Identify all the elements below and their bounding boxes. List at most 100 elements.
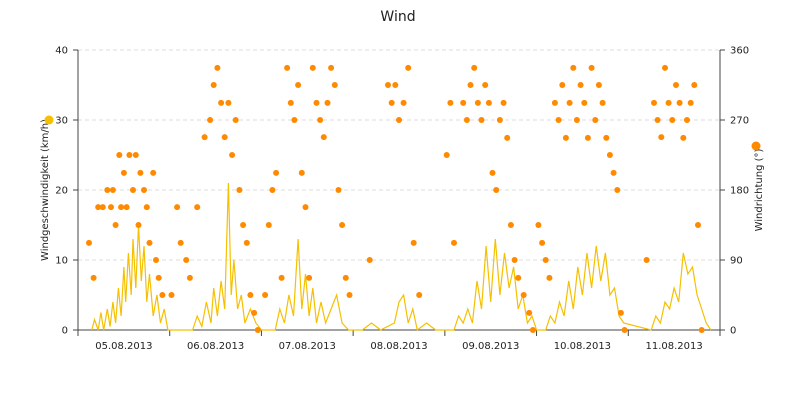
direction-point — [559, 82, 566, 88]
direction-point — [159, 292, 166, 298]
direction-point — [388, 99, 395, 106]
direction-point — [500, 99, 507, 106]
direction-point — [588, 64, 595, 71]
direction-point — [135, 222, 142, 228]
direction-point — [317, 117, 324, 123]
direction-point — [485, 99, 492, 106]
direction-point — [482, 82, 489, 88]
direction-point — [460, 99, 467, 106]
direction-point — [529, 327, 536, 333]
direction-point — [186, 274, 193, 281]
direction-point — [278, 274, 285, 281]
direction-point — [535, 222, 542, 228]
y-left-tick-label: 40 — [55, 46, 68, 57]
direction-point — [342, 274, 349, 281]
direction-point — [651, 99, 657, 106]
direction-point — [669, 117, 676, 123]
direction-point — [665, 99, 672, 106]
direction-point — [298, 169, 305, 176]
direction-point — [194, 204, 201, 211]
direction-point — [265, 222, 272, 228]
direction-point — [662, 64, 668, 71]
x-tick-label: 07.08.2013 — [279, 341, 336, 352]
direction-point — [99, 204, 106, 211]
direction-point — [603, 134, 610, 141]
direction-point — [581, 99, 588, 106]
direction-point — [295, 82, 302, 88]
y-left-tick-label: 0 — [62, 326, 68, 337]
direction-point — [546, 274, 553, 281]
direction-series — [86, 64, 705, 333]
direction-point — [542, 257, 549, 263]
direction-point — [504, 134, 511, 141]
direction-point — [287, 99, 294, 106]
direction-point — [168, 292, 175, 298]
direction-point — [599, 99, 606, 106]
direction-point — [606, 152, 613, 158]
direction-point — [416, 292, 423, 298]
direction-point — [302, 204, 309, 211]
direction-legend-dot — [751, 141, 761, 151]
direction-point — [232, 117, 239, 123]
direction-point — [116, 152, 123, 158]
direction-point — [221, 134, 228, 141]
left-axis-label: Windgeschwindigkeit (km/h) — [40, 119, 51, 261]
direction-point — [410, 239, 417, 246]
direction-point — [284, 64, 291, 71]
direction-point — [680, 134, 687, 141]
grid-lines — [78, 49, 720, 261]
direction-point — [451, 239, 457, 246]
direction-point — [684, 117, 690, 123]
direction-point — [247, 292, 254, 298]
direction-point — [566, 99, 573, 106]
direction-point — [654, 117, 661, 123]
direction-point — [146, 239, 153, 246]
direction-point — [551, 99, 558, 106]
direction-point — [584, 134, 591, 141]
direction-point — [137, 169, 144, 176]
direction-point — [496, 117, 503, 123]
direction-point — [90, 274, 97, 281]
direction-point — [385, 82, 391, 88]
speed-series — [91, 182, 712, 332]
direction-point — [313, 99, 320, 106]
direction-point — [153, 257, 159, 263]
direction-point — [478, 117, 485, 123]
direction-point — [493, 187, 500, 193]
direction-point — [174, 204, 181, 211]
direction-point — [324, 99, 331, 106]
direction-point — [328, 64, 335, 71]
x-tick-label: 05.08.2013 — [95, 341, 152, 352]
direction-point — [132, 152, 139, 158]
direction-point — [112, 222, 119, 228]
direction-point — [109, 187, 116, 193]
direction-point — [592, 117, 599, 123]
direction-point — [306, 274, 313, 281]
direction-point — [698, 327, 705, 333]
direction-point — [269, 187, 276, 193]
speed-line — [91, 182, 712, 332]
direction-point — [511, 257, 518, 263]
direction-point — [443, 152, 450, 158]
direction-point — [262, 292, 269, 298]
direction-point — [291, 117, 298, 123]
direction-point — [339, 222, 346, 228]
direction-point — [595, 82, 602, 88]
x-tick-label: 11.08.2013 — [646, 341, 703, 352]
direction-point — [218, 99, 225, 106]
axis-labels: Windgeschwindigkeit (km/h) Windrichtung … — [40, 119, 765, 261]
direction-point — [658, 134, 665, 141]
direction-point — [155, 274, 162, 281]
tick-labels: 0 10 20 30 40 0 90 180 270 360 05.08.2013 06.08.201… — [55, 46, 749, 353]
speed-legend-dot — [44, 115, 54, 125]
direction-point — [577, 82, 584, 88]
x-tick-label: 08.08.2013 — [370, 341, 427, 352]
right-axis-label: Windrichtung (°) — [754, 149, 765, 232]
direction-point — [463, 117, 470, 123]
direction-point — [396, 117, 402, 123]
direction-point — [143, 204, 150, 211]
y-right-tick-label: 0 — [730, 326, 736, 337]
direction-point — [207, 117, 214, 123]
direction-point — [526, 309, 533, 316]
